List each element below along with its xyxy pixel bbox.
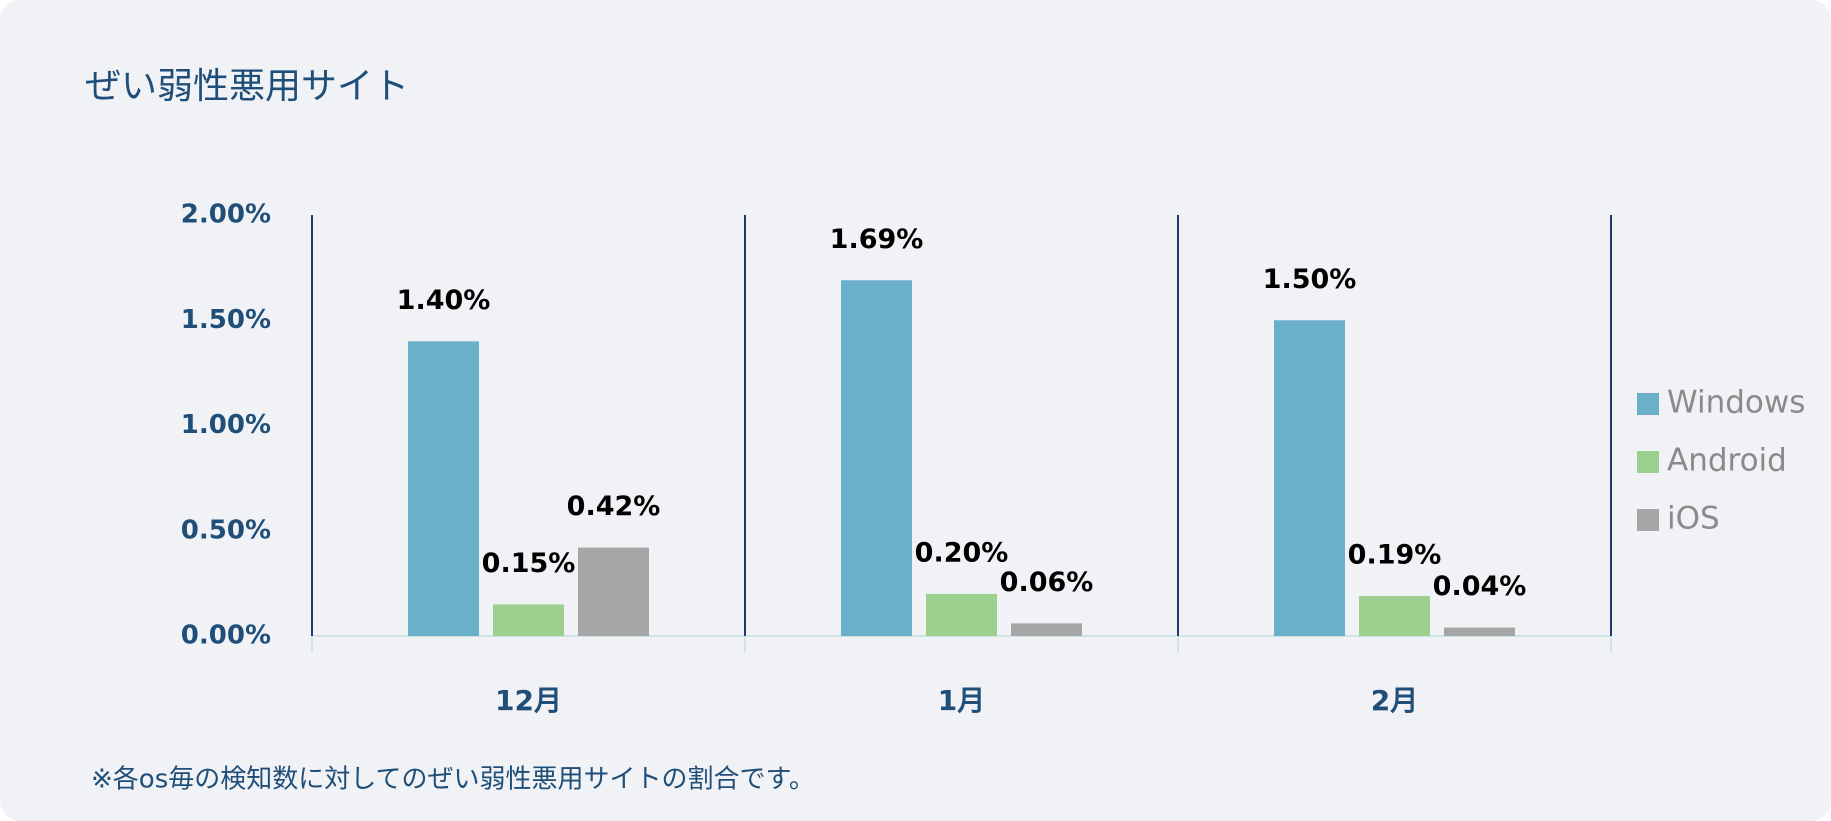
legend-label: iOS (1667, 501, 1720, 537)
value-label: 1.40% (397, 285, 491, 316)
bar (841, 280, 912, 636)
y-tick-label: 2.00% (181, 200, 271, 230)
bar (1444, 627, 1515, 636)
legend-label: Windows (1667, 385, 1805, 421)
chart-title: ぜい弱性悪用サイト (85, 66, 409, 107)
value-label: 1.50% (1263, 264, 1357, 295)
legend-swatch (1637, 393, 1659, 415)
y-tick-label: 1.50% (181, 305, 271, 335)
value-label: 0.20% (915, 537, 1009, 568)
bar (1011, 623, 1082, 636)
bar (926, 593, 997, 636)
y-tick-label: 1.00% (181, 410, 271, 440)
value-label: 0.19% (1348, 540, 1442, 571)
y-tick-label: 0.00% (181, 621, 271, 651)
value-label: 0.04% (1433, 571, 1527, 602)
x-tick-label: 1月 (938, 684, 985, 717)
bar (1359, 596, 1430, 636)
bar (1274, 320, 1345, 636)
value-label: 0.15% (482, 548, 576, 579)
value-label: 0.06% (1000, 567, 1094, 598)
bar (408, 341, 479, 636)
legend-label: Android (1667, 443, 1787, 479)
value-label: 1.69% (830, 224, 924, 255)
bar (493, 604, 564, 636)
legend-swatch (1637, 509, 1659, 531)
y-tick-label: 0.50% (181, 515, 271, 545)
legend-swatch (1637, 451, 1659, 473)
footnote: ※各os毎の検知数に対してのぜい弱性悪用サイトの割合です。 (91, 765, 815, 795)
x-tick-label: 2月 (1371, 684, 1418, 717)
x-tick-label: 12月 (495, 684, 562, 717)
bar (578, 547, 649, 636)
value-label: 0.42% (567, 491, 661, 522)
